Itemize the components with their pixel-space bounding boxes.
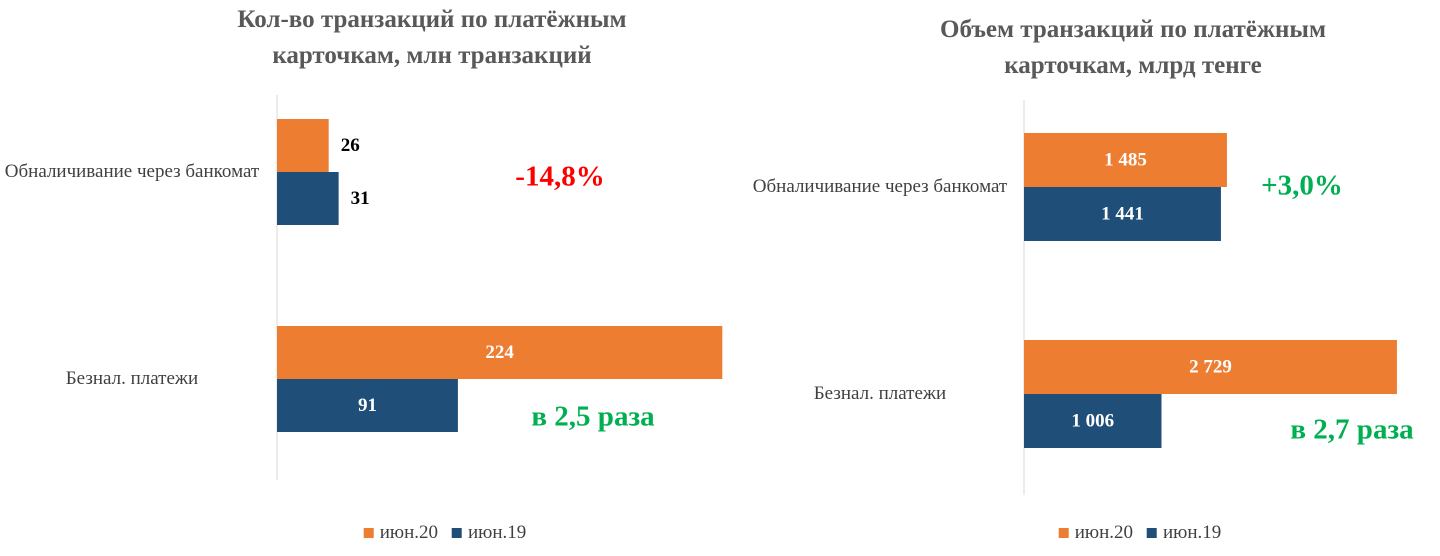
bar [1024, 394, 1162, 448]
data-label: 26 [341, 135, 360, 156]
legend: июн.20 июн.19 [1058, 522, 1221, 544]
legend-label: июн.20 [1074, 522, 1133, 543]
data-label: 1 006 [1071, 410, 1114, 431]
legend-swatch [1147, 528, 1157, 538]
legend-item: июн.19 [1147, 522, 1221, 544]
bar [1024, 133, 1227, 187]
annotation: в 2,5 раза [531, 400, 655, 433]
category-label: Безнал. платежи [813, 383, 947, 404]
data-label: 1 485 [1104, 149, 1147, 170]
category-label: Обналичивание через банкомат [4, 161, 260, 182]
chart-title: Объем транзакций по платёжным карточкам,… [940, 16, 1326, 79]
data-label: 1 441 [1101, 203, 1144, 224]
legend-swatch [363, 528, 374, 538]
legend: июн.20 июн.19 [363, 522, 526, 544]
annotation: -14,8% [515, 160, 605, 193]
chart-title: Кол-во транзакций по платёжным карточкам… [237, 6, 627, 69]
legend-label: июн.19 [468, 522, 527, 543]
legend-swatch [452, 528, 462, 538]
legend-swatch [1058, 528, 1069, 538]
bar [1024, 340, 1397, 394]
annotation: +3,0% [1261, 169, 1343, 202]
category-label: Безнал. платежи [65, 368, 199, 389]
data-label: 91 [358, 395, 377, 416]
bar [277, 119, 329, 172]
legend-item: июн.20 [1058, 522, 1133, 544]
legend-label: июн.20 [379, 522, 438, 543]
annotation: в 2,7 раза [1290, 413, 1414, 446]
data-label: 224 [485, 342, 514, 363]
legend-item: июн.20 [363, 522, 438, 544]
bar [277, 379, 458, 432]
data-label: 2 729 [1189, 356, 1232, 377]
data-label: 31 [351, 188, 370, 209]
category-label: Обналичивание через банкомат [752, 176, 1008, 197]
bar [277, 326, 723, 379]
bar [1024, 187, 1221, 241]
bar [277, 172, 339, 225]
legend-label: июн.19 [1163, 522, 1222, 543]
legend-item: июн.19 [452, 522, 526, 544]
